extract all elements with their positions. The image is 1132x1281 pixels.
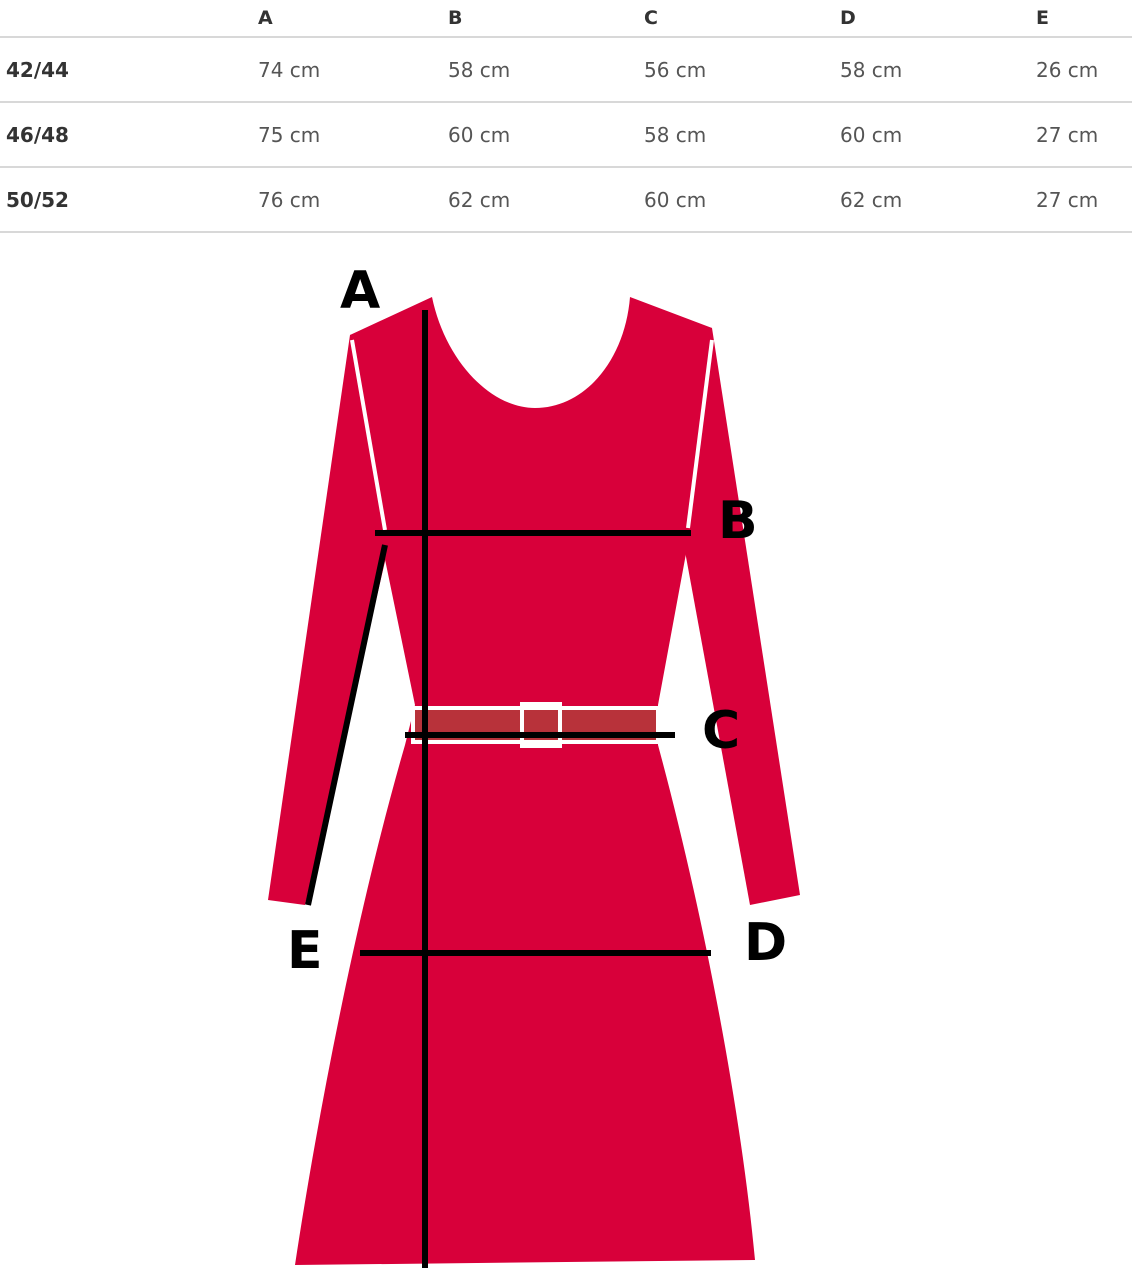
cell-a: 75 cm bbox=[258, 102, 448, 168]
cell-d: 60 cm bbox=[840, 102, 1036, 168]
size-table: A B C D E 42/44 74 cm 58 cm 56 cm 58 cm … bbox=[0, 0, 1132, 233]
label-b: B bbox=[718, 491, 758, 551]
cell-c: 58 cm bbox=[644, 102, 840, 168]
right-sleeve bbox=[665, 318, 800, 905]
header-size bbox=[0, 0, 258, 38]
header-b: B bbox=[448, 0, 644, 38]
label-a: A bbox=[340, 261, 380, 321]
belt-buckle bbox=[520, 702, 562, 748]
cell-b: 58 cm bbox=[448, 37, 644, 103]
cell-a: 76 cm bbox=[258, 167, 448, 233]
table-row: 50/52 76 cm 62 cm 60 cm 62 cm 27 cm bbox=[0, 167, 1132, 233]
cell-d: 58 cm bbox=[840, 37, 1036, 103]
header-d: D bbox=[840, 0, 1036, 38]
left-sleeve bbox=[268, 320, 400, 905]
cell-e: 27 cm bbox=[1036, 167, 1132, 233]
left-sleeve-seam bbox=[350, 339, 387, 531]
table-row: 42/44 74 cm 58 cm 56 cm 58 cm 26 cm bbox=[0, 37, 1132, 103]
size-cell: 42/44 bbox=[0, 37, 258, 103]
size-cell: 46/48 bbox=[0, 102, 258, 168]
header-a: A bbox=[258, 0, 448, 38]
dress-illustration bbox=[268, 297, 800, 1265]
cell-e: 27 cm bbox=[1036, 102, 1132, 168]
label-e: E bbox=[287, 921, 323, 981]
cell-e: 26 cm bbox=[1036, 37, 1132, 103]
cell-c: 60 cm bbox=[644, 167, 840, 233]
size-cell: 50/52 bbox=[0, 167, 258, 233]
header-c: C bbox=[644, 0, 840, 38]
label-d: D bbox=[744, 913, 787, 973]
cell-d: 62 cm bbox=[840, 167, 1036, 233]
cell-b: 60 cm bbox=[448, 102, 644, 168]
cell-b: 62 cm bbox=[448, 167, 644, 233]
cell-a: 74 cm bbox=[258, 37, 448, 103]
measurement-lines bbox=[305, 310, 711, 1268]
measure-line-e bbox=[305, 544, 388, 906]
right-sleeve-seam bbox=[686, 339, 714, 529]
label-c: C bbox=[702, 701, 740, 761]
dress-body bbox=[295, 297, 755, 1265]
table-row: 46/48 75 cm 60 cm 58 cm 60 cm 27 cm bbox=[0, 102, 1132, 168]
header-e: E bbox=[1036, 0, 1132, 38]
cell-c: 56 cm bbox=[644, 37, 840, 103]
table-header-row: A B C D E bbox=[0, 0, 1132, 38]
